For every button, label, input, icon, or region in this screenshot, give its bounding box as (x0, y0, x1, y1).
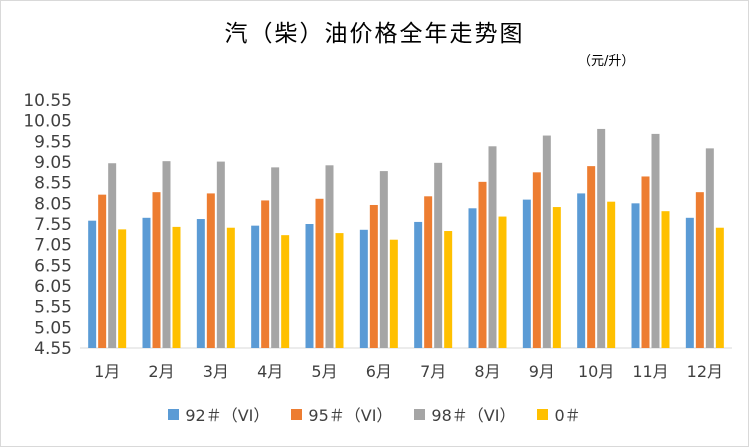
chart-title: 汽（柴）油价格全年走势图 (224, 21, 525, 47)
bar (478, 181, 487, 348)
bar (206, 193, 215, 348)
y-tick-label: 4.55 (34, 339, 72, 359)
bar (414, 221, 423, 348)
y-tick-label: 10.05 (23, 112, 72, 132)
bar (631, 203, 640, 348)
bar (705, 148, 714, 348)
bar (651, 133, 660, 348)
legend-swatch-98 (414, 408, 426, 420)
bar (261, 200, 270, 348)
bar (369, 204, 378, 348)
bar (498, 216, 507, 348)
y-tick-label: 10.55 (23, 91, 72, 111)
legend-label-92: 92＃（VI） (185, 406, 270, 425)
bar (118, 229, 127, 348)
bar (162, 161, 171, 348)
legend-swatch-0 (537, 408, 549, 420)
bar (552, 207, 561, 348)
legend-label-95: 95＃（VI） (308, 406, 393, 425)
x-tick-label: 11月 (632, 362, 668, 381)
bar (335, 233, 344, 348)
bar (281, 235, 290, 348)
x-tick-label: 8月 (474, 362, 500, 381)
bar (251, 225, 260, 348)
bar (607, 201, 616, 348)
x-tick-label: 12月 (687, 362, 723, 381)
bar (468, 208, 477, 348)
bar (152, 192, 161, 348)
bar (216, 161, 225, 348)
bar (424, 196, 433, 348)
bar (577, 193, 586, 348)
bar (522, 199, 531, 348)
y-tick-label: 9.55 (34, 132, 72, 152)
y-tick-label: 6.55 (34, 256, 72, 276)
bar (641, 176, 650, 348)
x-tick-label: 6月 (366, 362, 392, 381)
bar (661, 211, 670, 348)
bar (695, 192, 704, 348)
x-tick-label: 1月 (94, 362, 120, 381)
x-tick-label: 2月 (148, 362, 174, 381)
y-tick-label: 5.55 (34, 298, 72, 318)
bar (172, 226, 181, 348)
bar (359, 229, 368, 348)
x-tick-label: 4月 (257, 362, 283, 381)
y-tick-label: 6.05 (34, 277, 72, 297)
y-tick-label: 5.05 (34, 318, 72, 338)
unit-label: （元/升） (578, 54, 635, 69)
bar (196, 219, 205, 348)
bar (142, 217, 151, 348)
legend-label-0: 0＃ (554, 406, 581, 425)
y-tick-label: 7.55 (34, 215, 72, 235)
bar (715, 227, 724, 348)
y-tick-label: 8.55 (34, 174, 72, 194)
bar (587, 166, 596, 348)
bar (305, 224, 314, 348)
legend-item-98: 98＃（VI） (414, 402, 515, 426)
legend: 92＃（VI） 95＃（VI） 98＃（VI） 0＃ (0, 402, 749, 426)
x-tick-label: 5月 (311, 362, 337, 381)
bar (488, 146, 497, 348)
y-tick-label: 9.05 (34, 153, 72, 173)
legend-swatch-95 (291, 408, 303, 420)
bar (597, 128, 606, 348)
x-tick-label: 7月 (420, 362, 446, 381)
bar (434, 162, 443, 348)
bar (379, 171, 388, 348)
legend-label-98: 98＃（VI） (431, 406, 516, 425)
legend-swatch-92 (168, 408, 180, 420)
bar (108, 163, 117, 348)
legend-item-92: 92＃（VI） (168, 402, 269, 426)
x-tick-label: 10月 (578, 362, 614, 381)
bar (444, 231, 453, 348)
y-tick-label: 8.05 (34, 194, 72, 214)
legend-item-0: 0＃ (537, 402, 581, 426)
x-tick-label: 9月 (529, 362, 555, 381)
bar (98, 194, 107, 348)
bar (315, 198, 324, 348)
bar (226, 227, 235, 348)
bar (685, 217, 694, 348)
bar (271, 167, 280, 348)
legend-item-95: 95＃（VI） (291, 402, 392, 426)
x-tick-label: 3月 (203, 362, 229, 381)
bar (88, 220, 97, 348)
bar (532, 172, 541, 348)
bar (325, 165, 334, 348)
bar (389, 239, 398, 348)
y-tick-label: 7.05 (34, 236, 72, 256)
bar (542, 135, 551, 348)
